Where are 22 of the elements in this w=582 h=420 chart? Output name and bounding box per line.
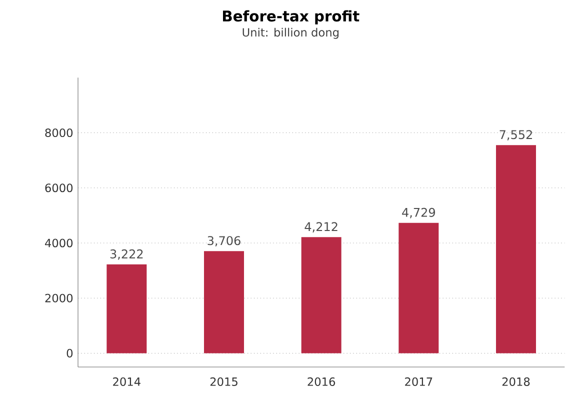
x-tick-label: 2015 [210,377,238,386]
bar [204,251,244,354]
y-tick-label: 0 [66,348,73,358]
data-label: 4,212 [304,222,338,232]
x-tick-label: 2016 [308,377,336,386]
data-label: 3,706 [208,236,240,246]
x-tick-label: 2014 [113,377,140,386]
bar [398,222,439,354]
y-tick-label: 2000 [45,294,73,302]
chart-subtitle: Unit: billion dong [242,28,339,39]
data-label: 7,552 [500,130,532,140]
y-tick-label: 8000 [45,128,73,138]
bar [301,237,342,354]
bar [106,264,147,354]
y-tick-label: 4000 [44,238,73,248]
x-tick-label: 2017 [405,377,432,386]
data-label: 3,222 [110,249,143,260]
bar [496,145,536,354]
y-tick-label: 6000 [45,184,73,192]
x-tick-label: 2018 [502,377,530,386]
data-label: 4,729 [402,208,435,218]
chart-title: Before-tax profit [223,10,360,24]
